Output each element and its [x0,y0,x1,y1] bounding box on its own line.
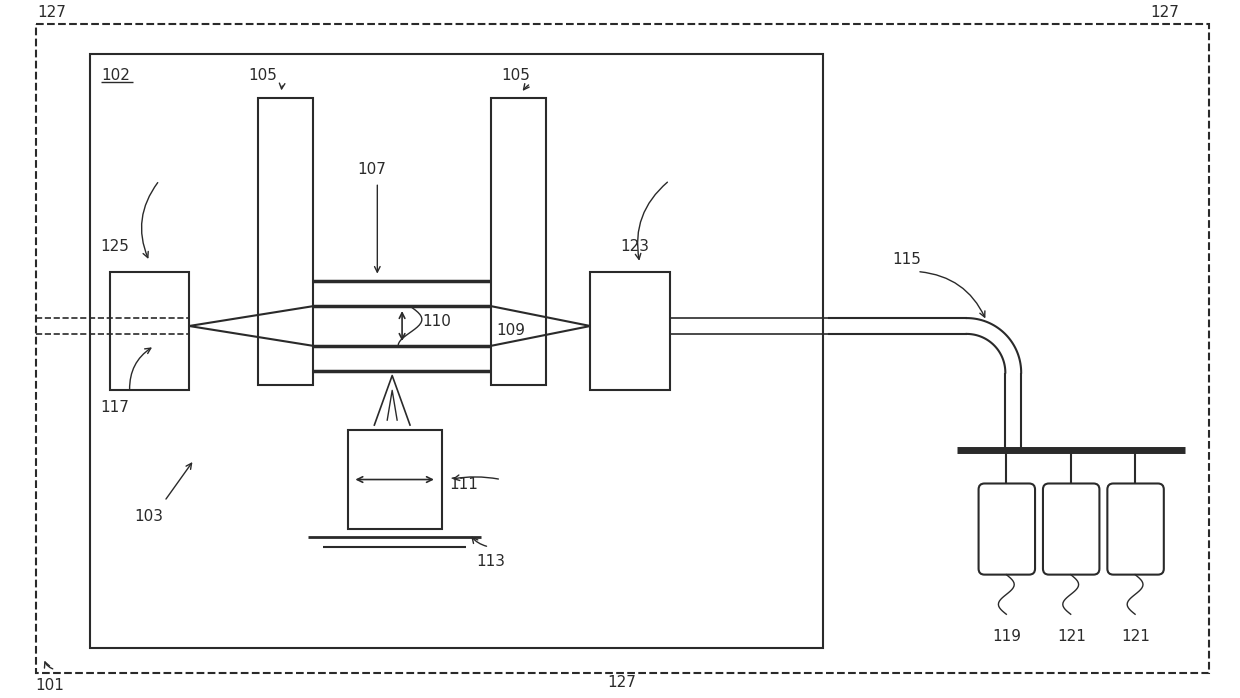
Bar [110,272,190,390]
Text: 107: 107 [357,163,387,177]
Text: 111: 111 [450,477,479,492]
Bar [491,98,546,385]
Bar [347,430,441,529]
Bar [258,98,312,385]
Text: 101: 101 [36,678,64,692]
Text: 105: 105 [248,68,278,83]
Text: 121: 121 [1056,629,1086,644]
Bar [91,54,823,648]
Text: 121: 121 [1121,629,1149,644]
Text: 113: 113 [476,554,506,569]
Text: 109: 109 [496,323,526,339]
Text: 115: 115 [893,251,921,267]
Text: 127: 127 [37,5,67,20]
Text: 105: 105 [501,68,529,83]
Text: 125: 125 [100,239,129,253]
Text: 110: 110 [422,313,451,329]
Text: 117: 117 [100,400,129,415]
Text: 103: 103 [135,510,164,524]
Text: 119: 119 [992,629,1022,644]
Text: 123: 123 [620,239,649,253]
Text: 102: 102 [100,68,130,84]
Text: 127: 127 [1149,5,1179,20]
Text: 127: 127 [608,675,636,690]
Bar [590,272,670,390]
